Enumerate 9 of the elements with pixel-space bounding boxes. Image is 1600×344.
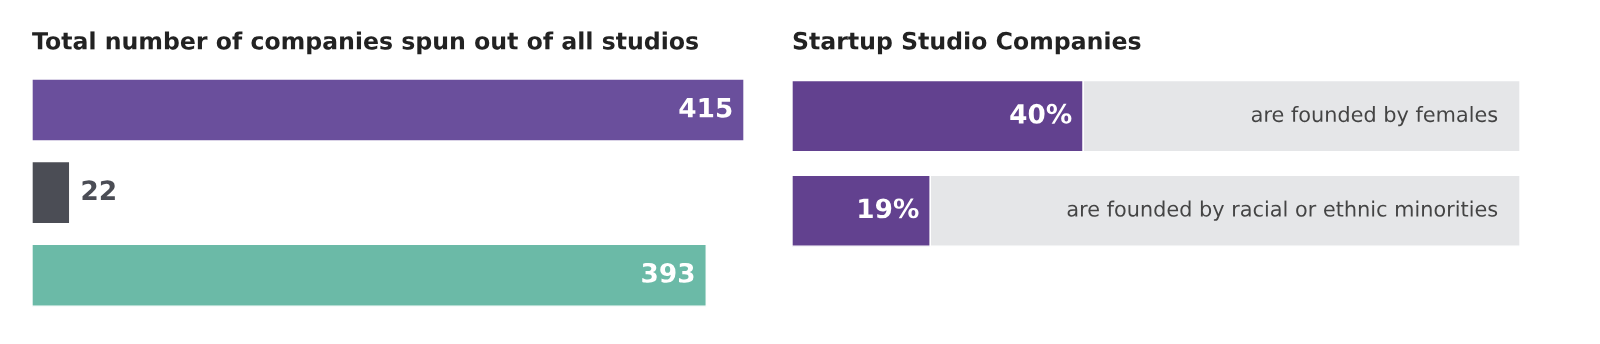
y-tick-label: are founded by racial or ethnic minorities [1067,200,1498,221]
chart-title: Total number of companies spun out of all studios [32,31,698,55]
data-label: 415 [679,98,732,118]
data-label: 393 [642,262,694,283]
data-label: 19% [859,198,919,219]
data-label: 22 [82,180,115,200]
chart-title: Startup Studio Companies [793,31,1141,55]
y-tick-label: are founded by females [1251,106,1498,127]
data-label: 40% [1010,103,1072,124]
